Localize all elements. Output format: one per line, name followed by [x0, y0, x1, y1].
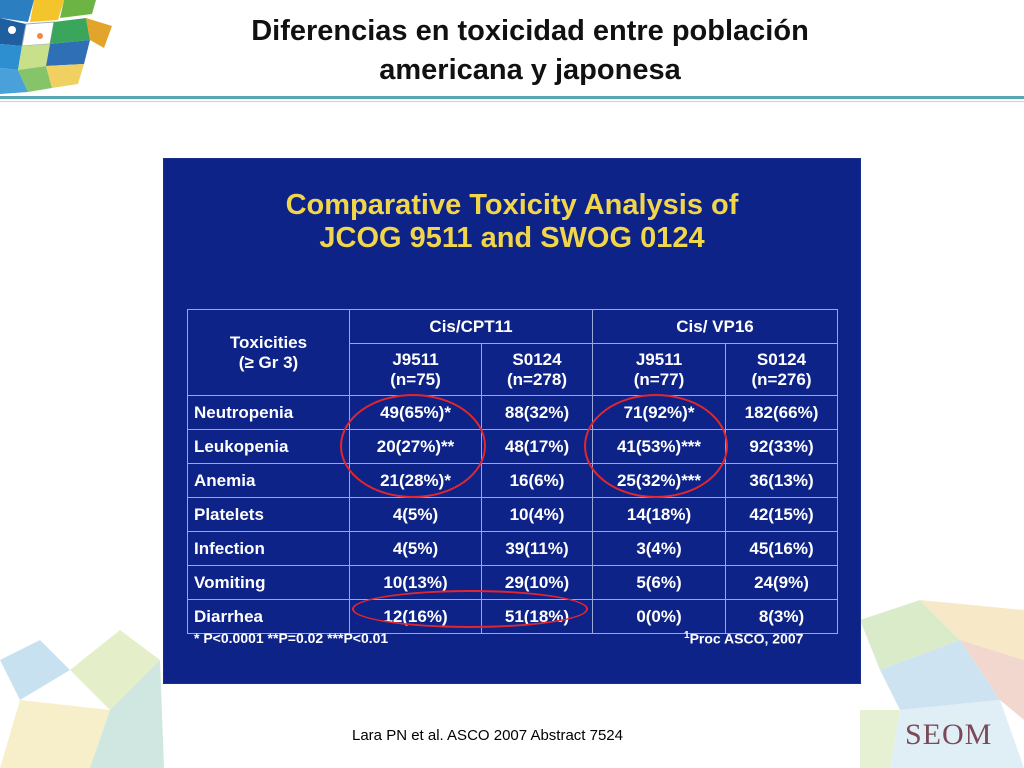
table-row: Vomiting 10(13%) 29(10%) 5(6%) 24(9%): [187, 565, 838, 600]
table-cell: 0(0%): [592, 599, 726, 634]
column-header-name: J9511: [392, 349, 439, 369]
highlight-ellipse-diarrhea: [352, 590, 588, 628]
header-rule-thin: [0, 101, 1024, 102]
significance-footnote: * P<0.0001 **P=0.02 ***P<0.01: [194, 630, 389, 646]
table-row: Platelets 4(5%) 10(4%) 14(18%) 42(15%): [187, 497, 838, 532]
panel-title-line1: Comparative Toxicity Analysis of: [285, 189, 739, 221]
table-cell: 8(3%): [725, 599, 838, 634]
group-header: Cis/ VP16: [592, 309, 838, 344]
table-cell: 45(16%): [725, 531, 838, 566]
corner-label-line1: Toxicities: [229, 332, 308, 352]
table-row: Leukopenia 20(27%)** 48(17%) 41(53%)*** …: [187, 429, 838, 464]
mosaic-logo: [0, 0, 120, 96]
header-rule: [0, 96, 1024, 99]
slide-title-line1: Diferencias en toxicidad entre población: [251, 15, 809, 47]
table-cell: 92(33%): [725, 429, 838, 464]
highlight-ellipse-cpt11: [340, 394, 486, 498]
table-cell: 5(6%): [592, 565, 726, 600]
corner-label-line2: (≥ Gr 3): [238, 352, 299, 372]
row-label: Leukopenia: [187, 429, 350, 464]
table-cell: 48(17%): [481, 429, 593, 464]
table-cell: 16(6%): [481, 463, 593, 498]
mosaic-background: [0, 600, 1024, 768]
table-cell: 88(32%): [481, 395, 593, 430]
row-label: Anemia: [187, 463, 350, 498]
row-label: Neutropenia: [187, 395, 350, 430]
row-label: Diarrhea: [187, 599, 350, 634]
row-label: Infection: [187, 531, 350, 566]
table-row: Infection 4(5%) 39(11%) 3(4%) 45(16%): [187, 531, 838, 566]
table-cell: 4(5%): [349, 531, 482, 566]
group-header: Cis/CPT11: [349, 309, 593, 344]
table-cell: 42(15%): [725, 497, 838, 532]
table-cell: 4(5%): [349, 497, 482, 532]
table-cell: 182(66%): [725, 395, 838, 430]
column-header-n: (n=75): [390, 369, 441, 389]
column-header-name: S0124: [756, 349, 807, 369]
column-header: S0124 (n=278): [481, 343, 593, 396]
corner-header: Toxicities (≥ Gr 3): [187, 309, 350, 396]
column-header-name: J9511: [635, 349, 683, 369]
source-footnote: 1Proc ASCO, 2007: [684, 630, 803, 647]
table-row: Anemia 21(28%)* 16(6%) 25(32%)*** 36(13%…: [187, 463, 838, 498]
column-header-n: (n=278): [507, 369, 567, 389]
panel-title-line2: JCOG 9511 and SWOG 0124: [319, 222, 705, 254]
slide-title-line2: americana y japonesa: [379, 54, 681, 86]
column-header-name: S0124: [512, 349, 562, 369]
table-cell: 14(18%): [592, 497, 726, 532]
row-label: Platelets: [187, 497, 350, 532]
table-cell: 3(4%): [592, 531, 726, 566]
column-header: S0124 (n=276): [725, 343, 838, 396]
toxicity-table: Toxicities (≥ Gr 3) Cis/CPT11 Cis/ VP16 …: [187, 309, 838, 634]
column-header: J9511 (n=77): [592, 343, 726, 396]
source-footnote-marker: 1: [684, 630, 690, 641]
column-header: J9511 (n=75): [349, 343, 482, 396]
table-cell: 24(9%): [725, 565, 838, 600]
row-label: Vomiting: [187, 565, 350, 600]
seom-logo: SEOM: [905, 718, 993, 751]
column-header-n: (n=77): [633, 369, 685, 389]
table-row: Neutropenia 49(65%)* 88(32%) 71(92%)* 18…: [187, 395, 838, 430]
source-footnote-text: Proc ASCO, 2007: [689, 630, 804, 647]
highlight-ellipse-vp16: [584, 394, 728, 498]
table-cell: 39(11%): [481, 531, 593, 566]
table-cell: 36(13%): [725, 463, 838, 498]
column-header-n: (n=276): [751, 369, 812, 389]
citation-text: Lara PN et al. ASCO 2007 Abstract 7524: [352, 727, 623, 744]
table-cell: 10(4%): [481, 497, 593, 532]
